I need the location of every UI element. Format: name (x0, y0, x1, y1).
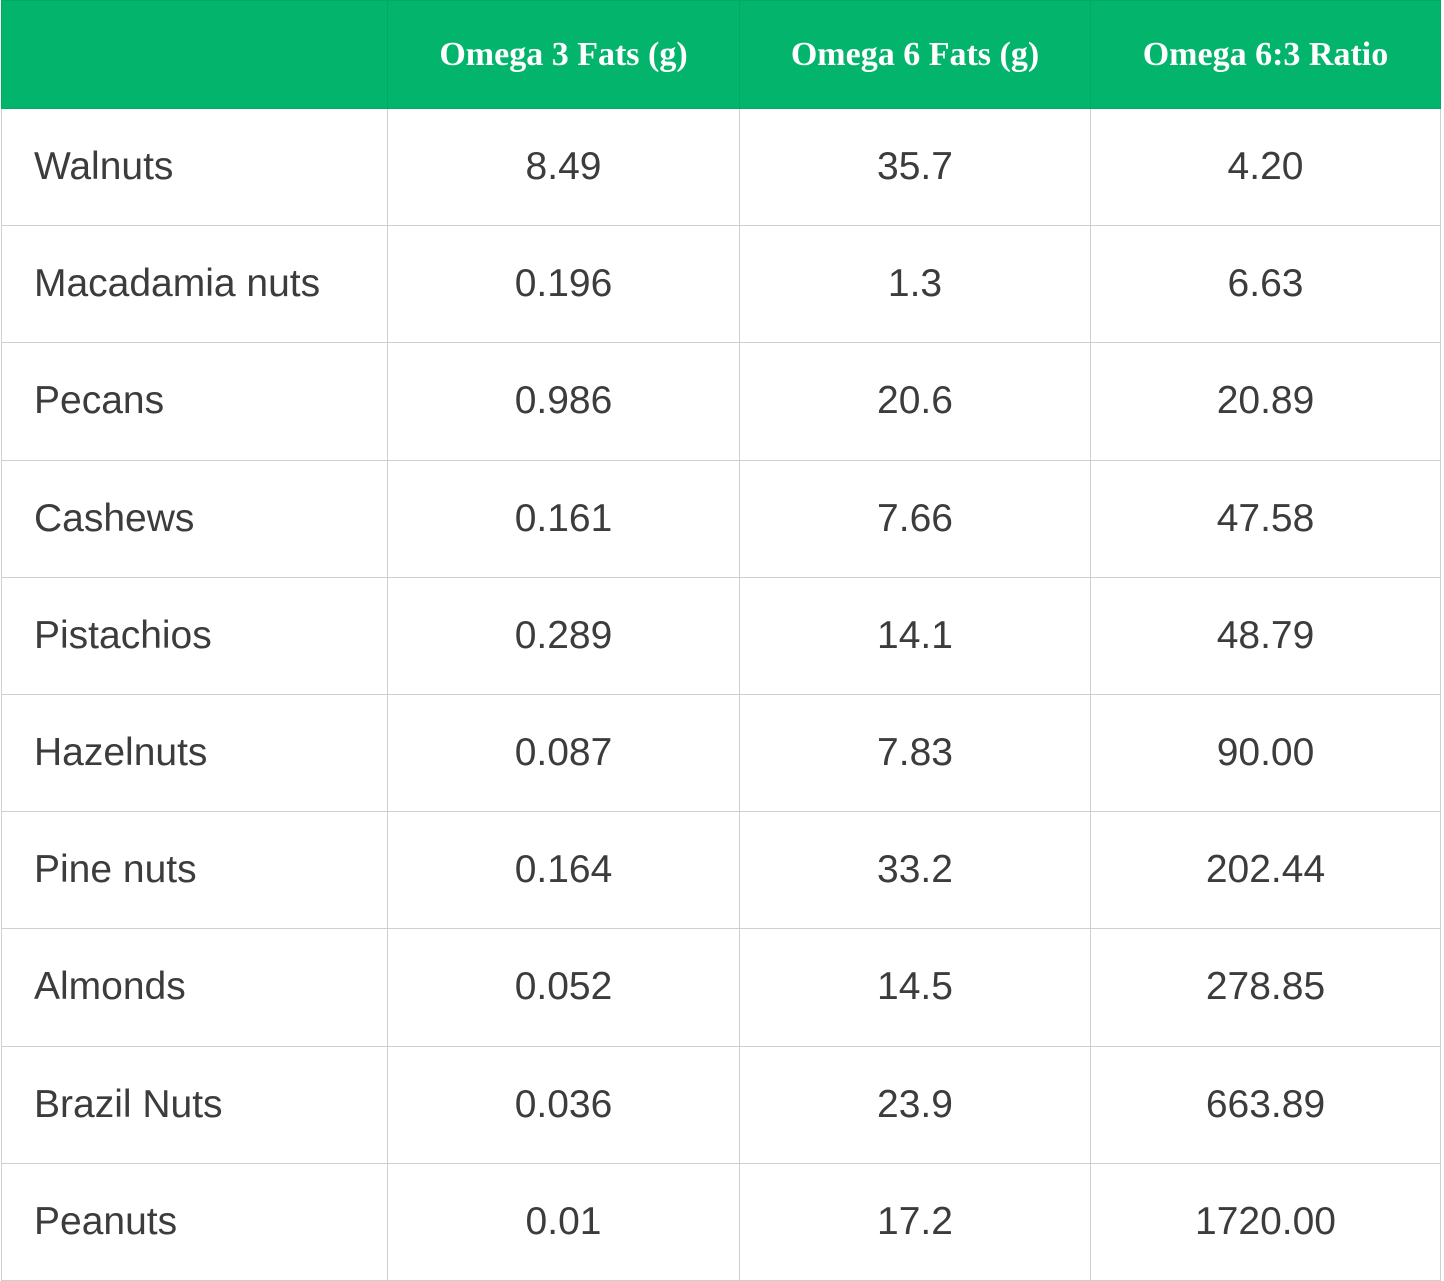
ratio-cell: 6.63 (1090, 225, 1441, 344)
nut-name-cell: Hazelnuts (1, 693, 388, 813)
nut-name-cell: Walnuts (1, 107, 388, 227)
header-ratio: Omega 6:3 Ratio (1090, 0, 1441, 109)
table-row: Brazil Nuts 0.036 23.9 663.89 (1, 1045, 1441, 1164)
nut-name-cell: Pecans (1, 342, 388, 461)
omega3-cell: 8.49 (387, 107, 740, 227)
nut-name-cell: Macadamia nuts (1, 225, 388, 344)
table-row: Macadamia nuts 0.196 1.3 6.63 (1, 225, 1441, 344)
omega6-cell: 7.66 (739, 459, 1091, 578)
omega3-cell: 0.289 (387, 576, 740, 695)
table-row: Pine nuts 0.164 33.2 202.44 (1, 811, 1441, 930)
omega6-cell: 17.2 (739, 1162, 1091, 1281)
omega3-cell: 0.052 (387, 928, 740, 1047)
header-row: Omega 3 Fats (g) Omega 6 Fats (g) Omega … (1, 0, 1441, 109)
ratio-cell: 48.79 (1090, 576, 1441, 695)
ratio-cell: 1720.00 (1090, 1162, 1441, 1281)
omega6-cell: 7.83 (739, 693, 1091, 813)
table-row: Cashews 0.161 7.66 47.58 (1, 459, 1441, 578)
nut-name-cell: Peanuts (1, 1162, 388, 1281)
header-omega3: Omega 3 Fats (g) (387, 0, 740, 109)
omega3-cell: 0.161 (387, 459, 740, 578)
table-row: Pecans 0.986 20.6 20.89 (1, 342, 1441, 461)
omega3-cell: 0.036 (387, 1045, 740, 1164)
nut-name-cell: Cashews (1, 459, 388, 578)
nut-name-cell: Brazil Nuts (1, 1045, 388, 1164)
table-header: Omega 3 Fats (g) Omega 6 Fats (g) Omega … (1, 0, 1441, 109)
table-row: Pistachios 0.289 14.1 48.79 (1, 576, 1441, 695)
ratio-cell: 663.89 (1090, 1045, 1441, 1164)
ratio-cell: 278.85 (1090, 928, 1441, 1047)
omega3-cell: 0.986 (387, 342, 740, 461)
omega6-cell: 35.7 (739, 107, 1091, 227)
ratio-cell: 4.20 (1090, 107, 1441, 227)
table-row: Peanuts 0.01 17.2 1720.00 (1, 1162, 1441, 1281)
omega3-cell: 0.196 (387, 225, 740, 344)
ratio-cell: 20.89 (1090, 342, 1441, 461)
omega6-cell: 33.2 (739, 811, 1091, 930)
omega6-cell: 23.9 (739, 1045, 1091, 1164)
header-nut-name (1, 0, 388, 109)
table-row: Almonds 0.052 14.5 278.85 (1, 928, 1441, 1047)
omega3-cell: 0.087 (387, 693, 740, 813)
omega3-cell: 0.01 (387, 1162, 740, 1281)
table-body: Walnuts 8.49 35.7 4.20 Macadamia nuts 0.… (1, 107, 1441, 1281)
ratio-cell: 202.44 (1090, 811, 1441, 930)
omega3-cell: 0.164 (387, 811, 740, 930)
omega6-cell: 14.1 (739, 576, 1091, 695)
table-row: Hazelnuts 0.087 7.83 90.00 (1, 693, 1441, 813)
ratio-cell: 47.58 (1090, 459, 1441, 578)
header-omega6: Omega 6 Fats (g) (739, 0, 1091, 109)
omega6-cell: 1.3 (739, 225, 1091, 344)
omega6-cell: 20.6 (739, 342, 1091, 461)
omega6-cell: 14.5 (739, 928, 1091, 1047)
ratio-cell: 90.00 (1090, 693, 1441, 813)
nut-name-cell: Almonds (1, 928, 388, 1047)
nut-name-cell: Pistachios (1, 576, 388, 695)
table-row: Walnuts 8.49 35.7 4.20 (1, 107, 1441, 227)
nut-name-cell: Pine nuts (1, 811, 388, 930)
